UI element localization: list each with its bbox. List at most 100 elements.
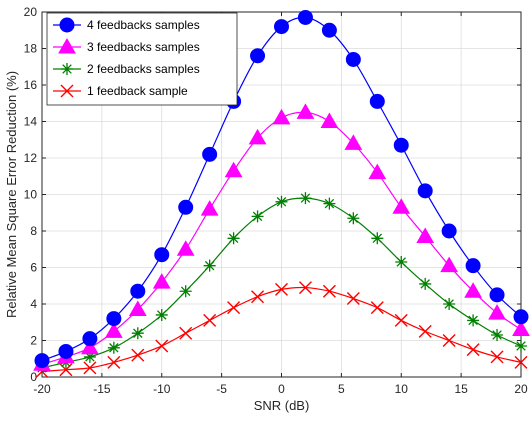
x-tick-label: -10 bbox=[153, 382, 171, 396]
data-point bbox=[441, 223, 457, 239]
y-tick-label: 8 bbox=[30, 224, 37, 238]
data-point bbox=[419, 277, 432, 290]
y-tick-label: 6 bbox=[30, 261, 37, 275]
legend-marker bbox=[60, 84, 74, 98]
data-point bbox=[128, 300, 147, 316]
data-point bbox=[176, 240, 195, 256]
legend-label: 4 feedbacks samples bbox=[87, 18, 200, 32]
data-point bbox=[131, 348, 145, 362]
x-tick-label: 20 bbox=[514, 382, 528, 396]
data-point bbox=[58, 343, 74, 359]
data-point bbox=[297, 9, 313, 25]
x-axis-title: SNR (dB) bbox=[254, 398, 310, 413]
data-point bbox=[154, 247, 170, 263]
data-point bbox=[107, 341, 120, 354]
legend-marker bbox=[59, 17, 75, 33]
y-tick-label: 20 bbox=[24, 5, 38, 19]
data-point bbox=[514, 355, 528, 369]
data-point bbox=[370, 301, 384, 315]
data-point bbox=[155, 308, 168, 321]
data-point bbox=[417, 183, 433, 199]
x-tick-label: 10 bbox=[395, 382, 409, 396]
x-tick-label: -15 bbox=[93, 382, 111, 396]
data-point bbox=[104, 322, 123, 338]
data-point bbox=[513, 309, 529, 325]
y-tick-label: 0 bbox=[30, 370, 37, 384]
x-tick-label: 5 bbox=[338, 382, 345, 396]
data-point bbox=[274, 19, 289, 35]
data-point bbox=[393, 137, 409, 153]
data-point bbox=[106, 311, 122, 327]
legend-label: 1 feedback sample bbox=[87, 84, 188, 98]
data-point bbox=[275, 282, 288, 296]
data-point bbox=[179, 285, 192, 298]
data-point bbox=[345, 51, 361, 67]
data-point bbox=[489, 287, 505, 303]
x-tick-label: -5 bbox=[216, 382, 227, 396]
data-point bbox=[107, 355, 121, 369]
data-point bbox=[369, 93, 385, 109]
data-point bbox=[512, 320, 530, 337]
legend-label: 3 feedbacks samples bbox=[87, 40, 200, 54]
legend-label: 2 feedbacks samples bbox=[87, 62, 200, 76]
data-point bbox=[443, 298, 456, 310]
data-point bbox=[130, 283, 146, 299]
data-point bbox=[418, 324, 432, 338]
y-tick-label: 14 bbox=[24, 115, 38, 129]
data-point bbox=[515, 339, 527, 352]
x-tick-label: 0 bbox=[278, 382, 285, 396]
data-point bbox=[320, 112, 339, 128]
data-point bbox=[275, 195, 288, 208]
legend-item: 1 feedback sample bbox=[53, 84, 188, 98]
y-tick-label: 2 bbox=[30, 334, 37, 348]
data-point bbox=[298, 281, 312, 295]
data-point bbox=[34, 353, 50, 369]
series-3 bbox=[36, 192, 527, 374]
data-point bbox=[83, 350, 96, 363]
data-point bbox=[346, 292, 360, 306]
x-tick-label: 15 bbox=[454, 382, 468, 396]
x-tick-label: -20 bbox=[33, 382, 51, 396]
legend-marker bbox=[58, 37, 76, 54]
data-point bbox=[202, 146, 218, 162]
data-point bbox=[394, 313, 408, 327]
data-point bbox=[224, 161, 243, 178]
data-point bbox=[490, 350, 504, 364]
y-axis-title: Relative Mean Square Error Reduction (%) bbox=[4, 71, 19, 318]
data-point bbox=[322, 284, 336, 298]
data-point bbox=[248, 128, 267, 145]
data-point bbox=[464, 282, 482, 298]
data-point bbox=[440, 256, 459, 273]
data-point bbox=[488, 304, 506, 320]
data-point bbox=[347, 212, 360, 225]
data-point bbox=[131, 327, 144, 340]
data-point bbox=[178, 199, 194, 215]
data-point bbox=[203, 313, 217, 327]
data-point bbox=[83, 361, 97, 375]
data-point bbox=[179, 326, 193, 340]
data-point bbox=[442, 334, 456, 347]
data-point bbox=[81, 338, 99, 355]
y-tick-label: 18 bbox=[24, 42, 38, 56]
series-2 bbox=[33, 103, 530, 371]
data-point bbox=[416, 227, 435, 243]
legend-item: 3 feedbacks samples bbox=[53, 37, 200, 54]
y-tick-label: 10 bbox=[24, 188, 38, 202]
data-point bbox=[344, 134, 363, 150]
data-point bbox=[251, 290, 265, 304]
data-point bbox=[200, 200, 219, 216]
data-point bbox=[227, 232, 240, 245]
data-point bbox=[251, 210, 264, 223]
data-point bbox=[296, 103, 315, 119]
data-point bbox=[466, 343, 480, 357]
legend-item: 4 feedbacks samples bbox=[53, 17, 200, 33]
data-point bbox=[491, 329, 504, 342]
legend-marker bbox=[61, 63, 73, 75]
data-point bbox=[467, 314, 480, 327]
data-point bbox=[323, 197, 336, 210]
data-point bbox=[155, 339, 169, 353]
data-point bbox=[395, 256, 408, 269]
data-point bbox=[321, 22, 337, 38]
y-tick-label: 16 bbox=[24, 78, 38, 92]
